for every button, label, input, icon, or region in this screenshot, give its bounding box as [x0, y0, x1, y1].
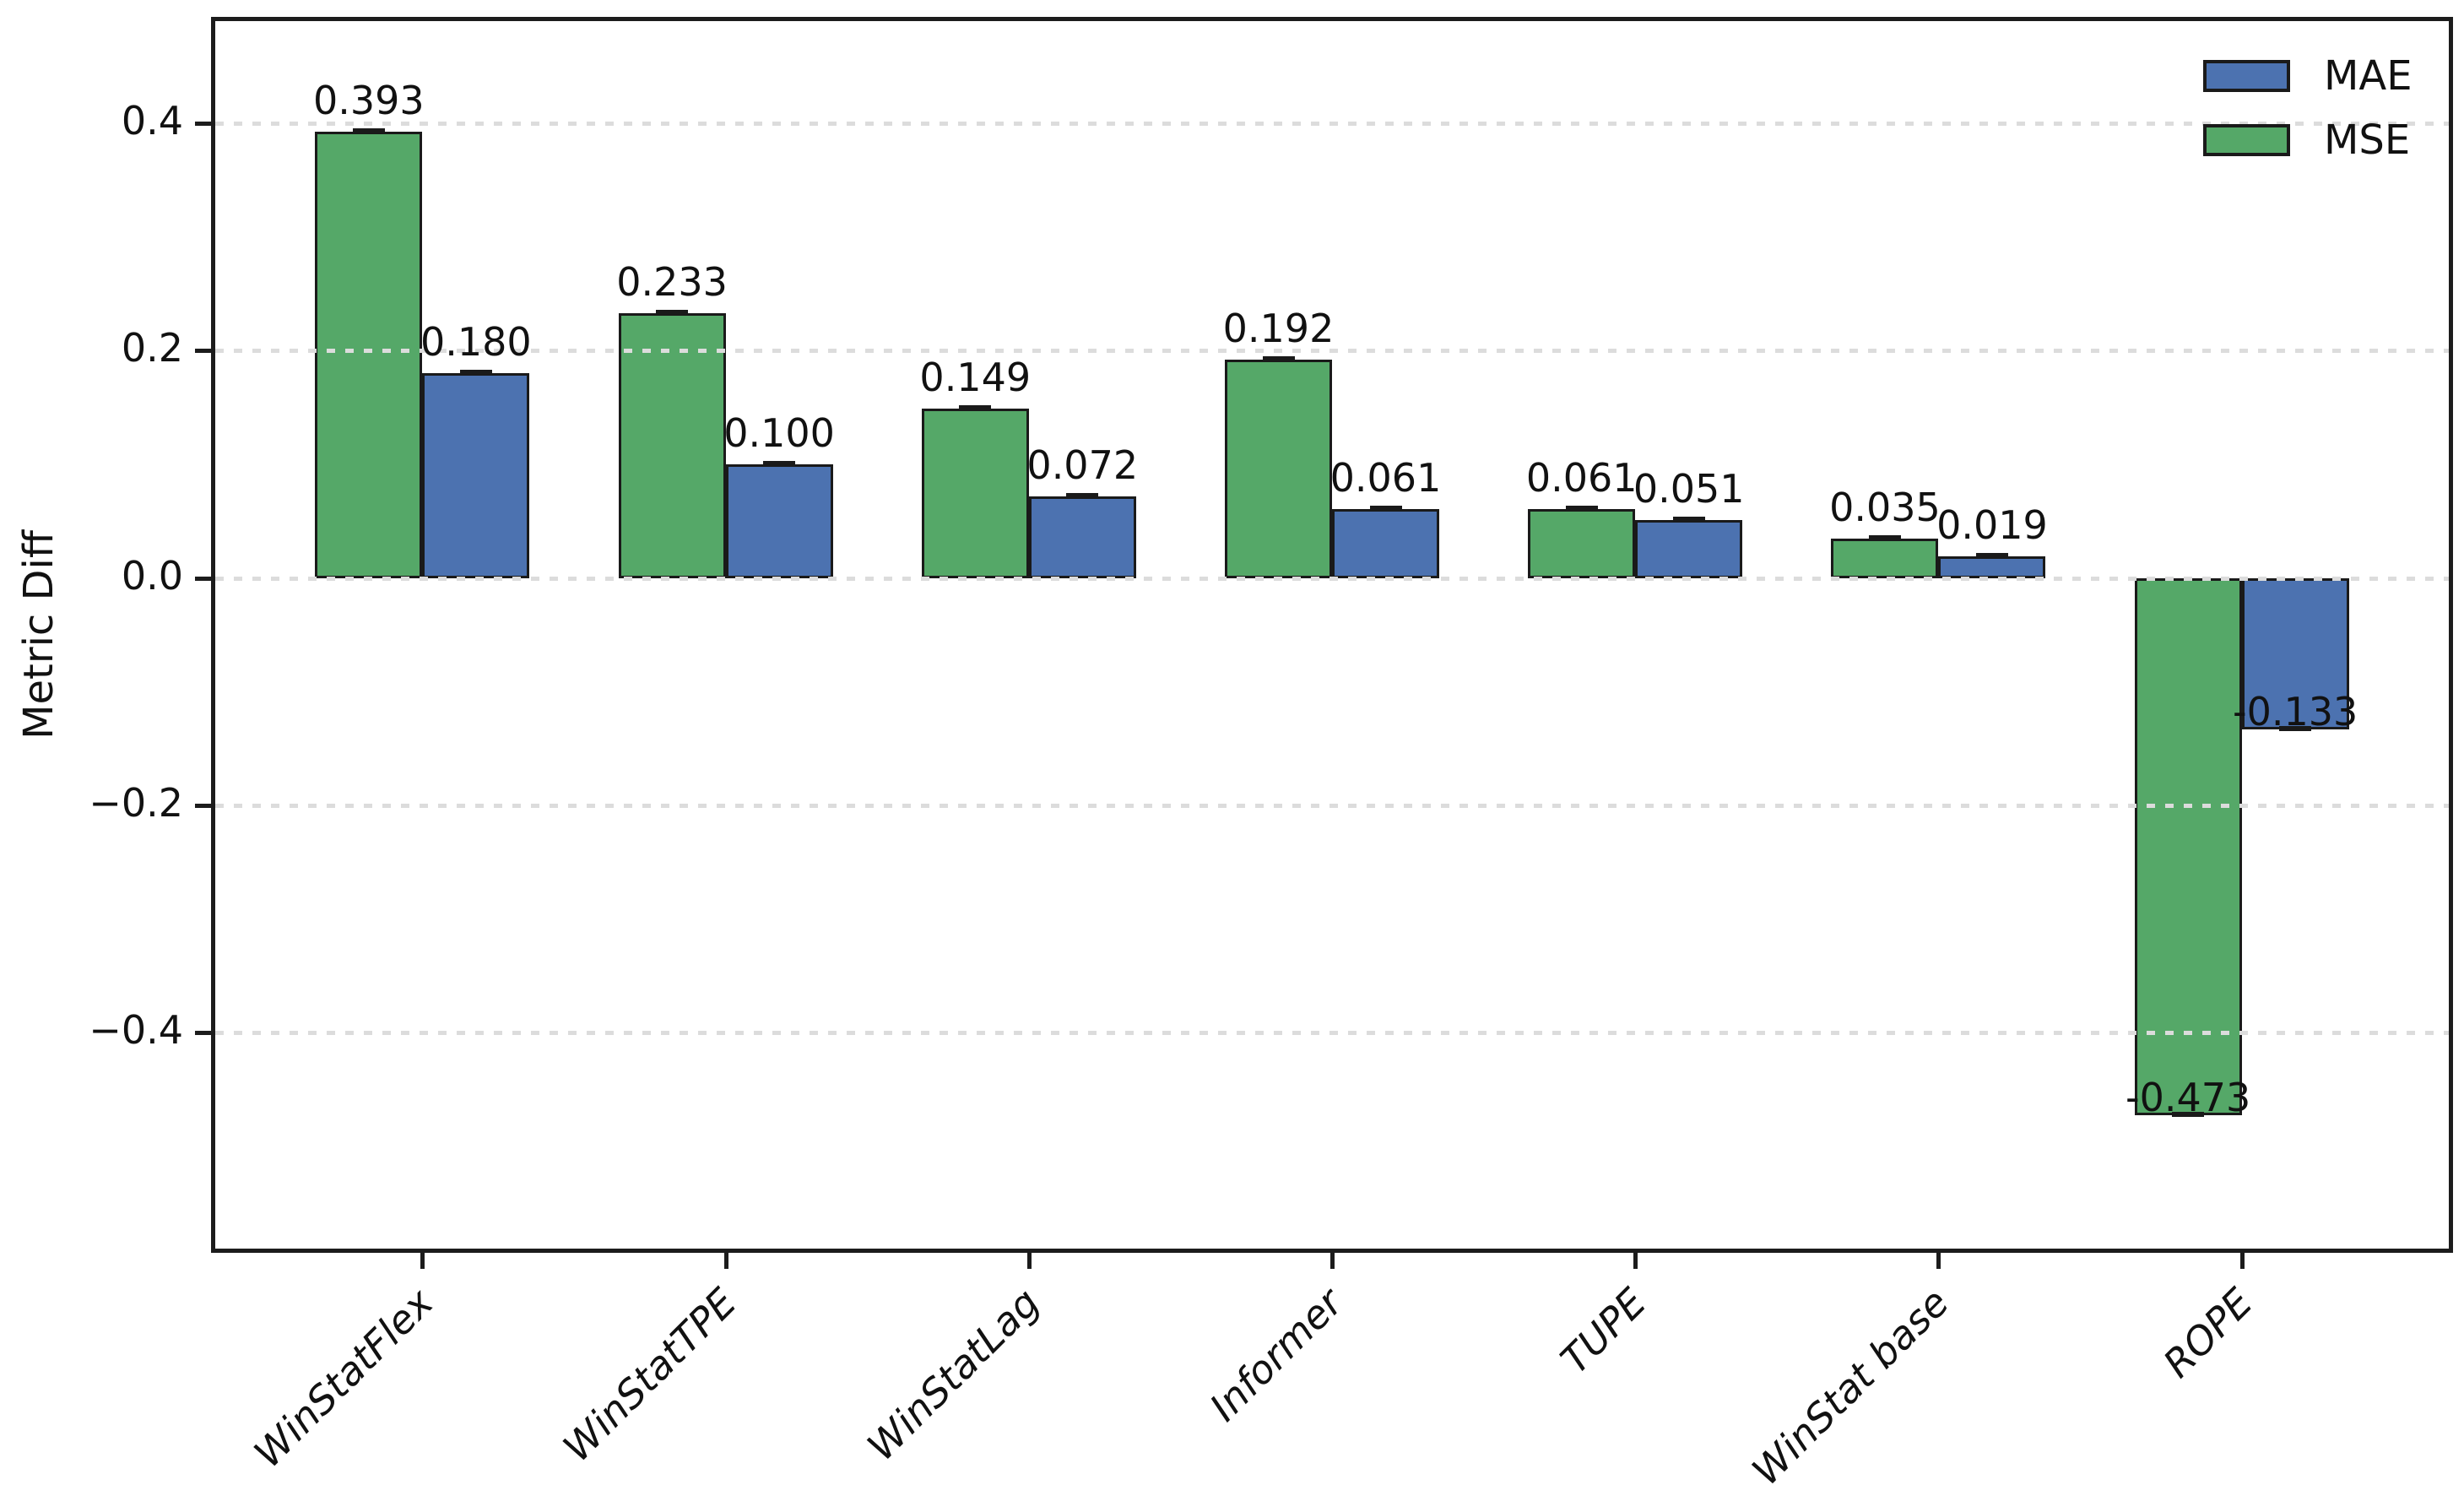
error-cap-mse-winstatflex — [352, 127, 385, 133]
error-cap-mse-winstattpe — [656, 309, 689, 315]
y-tick-mark-0 — [195, 576, 211, 581]
gridline-y-0.4 — [215, 122, 2449, 127]
bar-mse-winstatlag — [921, 409, 1029, 578]
error-cap-mse-informer — [1262, 356, 1295, 362]
error-cap-mae-winstattpe — [763, 461, 796, 467]
legend: MAE MSE — [2203, 56, 2413, 160]
x-tick-mark-rope — [2239, 1253, 2245, 1269]
y-tick-label-0.4: 0.4 — [121, 98, 183, 144]
legend-label-mse: MSE — [2324, 117, 2411, 164]
x-tick-mark-winstatlag — [1026, 1253, 1032, 1269]
error-cap-mae-winstatlag — [1066, 492, 1099, 498]
bar-mae-winstatflex — [422, 373, 530, 578]
bar-mse-informer — [1225, 360, 1332, 578]
bar-mae-tupe — [1635, 520, 1743, 578]
y-tick-mark--0.4 — [195, 1031, 211, 1036]
legend-item-mse: MSE — [2203, 120, 2413, 160]
y-tick-mark-0.4 — [195, 122, 211, 127]
bar-value-label-mae-rope: -0.133 — [2232, 688, 2358, 734]
y-tick-mark--0.2 — [195, 803, 211, 808]
bar-value-label-mae-winstat-base: 0.019 — [1936, 502, 2048, 549]
error-cap-mae-informer — [1369, 505, 1402, 511]
y-tick-mark-0.2 — [195, 349, 211, 354]
y-tick-label--0.2: −0.2 — [89, 779, 183, 826]
error-cap-mae-rope — [2279, 725, 2312, 731]
gridline-y--0.4 — [215, 1031, 2449, 1036]
x-tick-label-rope: ROPE — [2153, 1279, 2261, 1387]
x-tick-mark-informer — [1330, 1253, 1335, 1269]
bar-value-label-mse-winstat-base: 0.035 — [1829, 484, 1941, 530]
gridline-y-0 — [215, 576, 2449, 581]
legend-swatch-mae — [2203, 60, 2290, 92]
x-tick-mark-winstatflex — [420, 1253, 425, 1269]
y-tick-label--0.4: −0.4 — [89, 1007, 183, 1054]
bar-value-label-mse-winstatlag: 0.149 — [919, 355, 1032, 401]
bar-value-label-mse-rope: -0.473 — [2125, 1075, 2251, 1121]
legend-label-mae: MAE — [2324, 52, 2413, 100]
x-tick-label-tupe: TUPE — [1551, 1279, 1654, 1383]
bar-mae-winstattpe — [725, 464, 833, 578]
error-cap-mse-rope — [2172, 1112, 2205, 1118]
legend-item-mae: MAE — [2203, 56, 2413, 96]
bar-value-label-mae-informer: 0.061 — [1329, 454, 1442, 501]
bar-value-label-mae-winstattpe: 0.100 — [723, 410, 835, 457]
x-tick-label-informer: Informer — [1200, 1279, 1351, 1430]
error-cap-mse-tupe — [1565, 505, 1598, 511]
error-cap-mae-winstat-base — [1975, 553, 2008, 559]
x-tick-label-winstatflex: WinStatFlex — [245, 1279, 442, 1477]
bar-value-label-mae-tupe: 0.051 — [1633, 466, 1745, 512]
bar-mse-rope — [2134, 577, 2242, 1116]
bar-value-label-mse-winstattpe: 0.233 — [616, 258, 728, 305]
gridline-y-0.2 — [215, 349, 2449, 354]
bar-value-label-mse-tupe: 0.061 — [1525, 454, 1638, 501]
y-tick-label-0.2: 0.2 — [121, 325, 183, 371]
error-cap-mse-winstatlag — [959, 405, 992, 411]
x-tick-label-winstattpe: WinStatTPE — [554, 1279, 745, 1471]
x-tick-label-winstat-base: WinStat base — [1743, 1279, 1958, 1494]
x-tick-mark-winstat-base — [1936, 1253, 1941, 1269]
x-tick-label-winstatlag: WinStatLag — [858, 1279, 1048, 1470]
legend-swatch-mse — [2203, 124, 2290, 156]
error-cap-mae-tupe — [1672, 517, 1705, 523]
x-tick-mark-tupe — [1633, 1253, 1638, 1269]
bar-value-label-mse-winstatflex: 0.393 — [312, 77, 425, 123]
y-tick-label-0: 0.0 — [121, 552, 183, 599]
bar-value-label-mae-winstatflex: 0.180 — [420, 319, 532, 366]
error-cap-mae-winstatflex — [459, 370, 492, 376]
error-cap-mse-winstat-base — [1868, 534, 1901, 540]
gridline-y--0.2 — [215, 803, 2449, 808]
bar-mse-winstatflex — [315, 131, 423, 578]
axes-frame — [211, 17, 2453, 1253]
x-tick-mark-winstattpe — [723, 1253, 728, 1269]
bar-value-label-mae-winstatlag: 0.072 — [1026, 442, 1139, 488]
bar-value-label-mse-informer: 0.192 — [1222, 306, 1335, 352]
